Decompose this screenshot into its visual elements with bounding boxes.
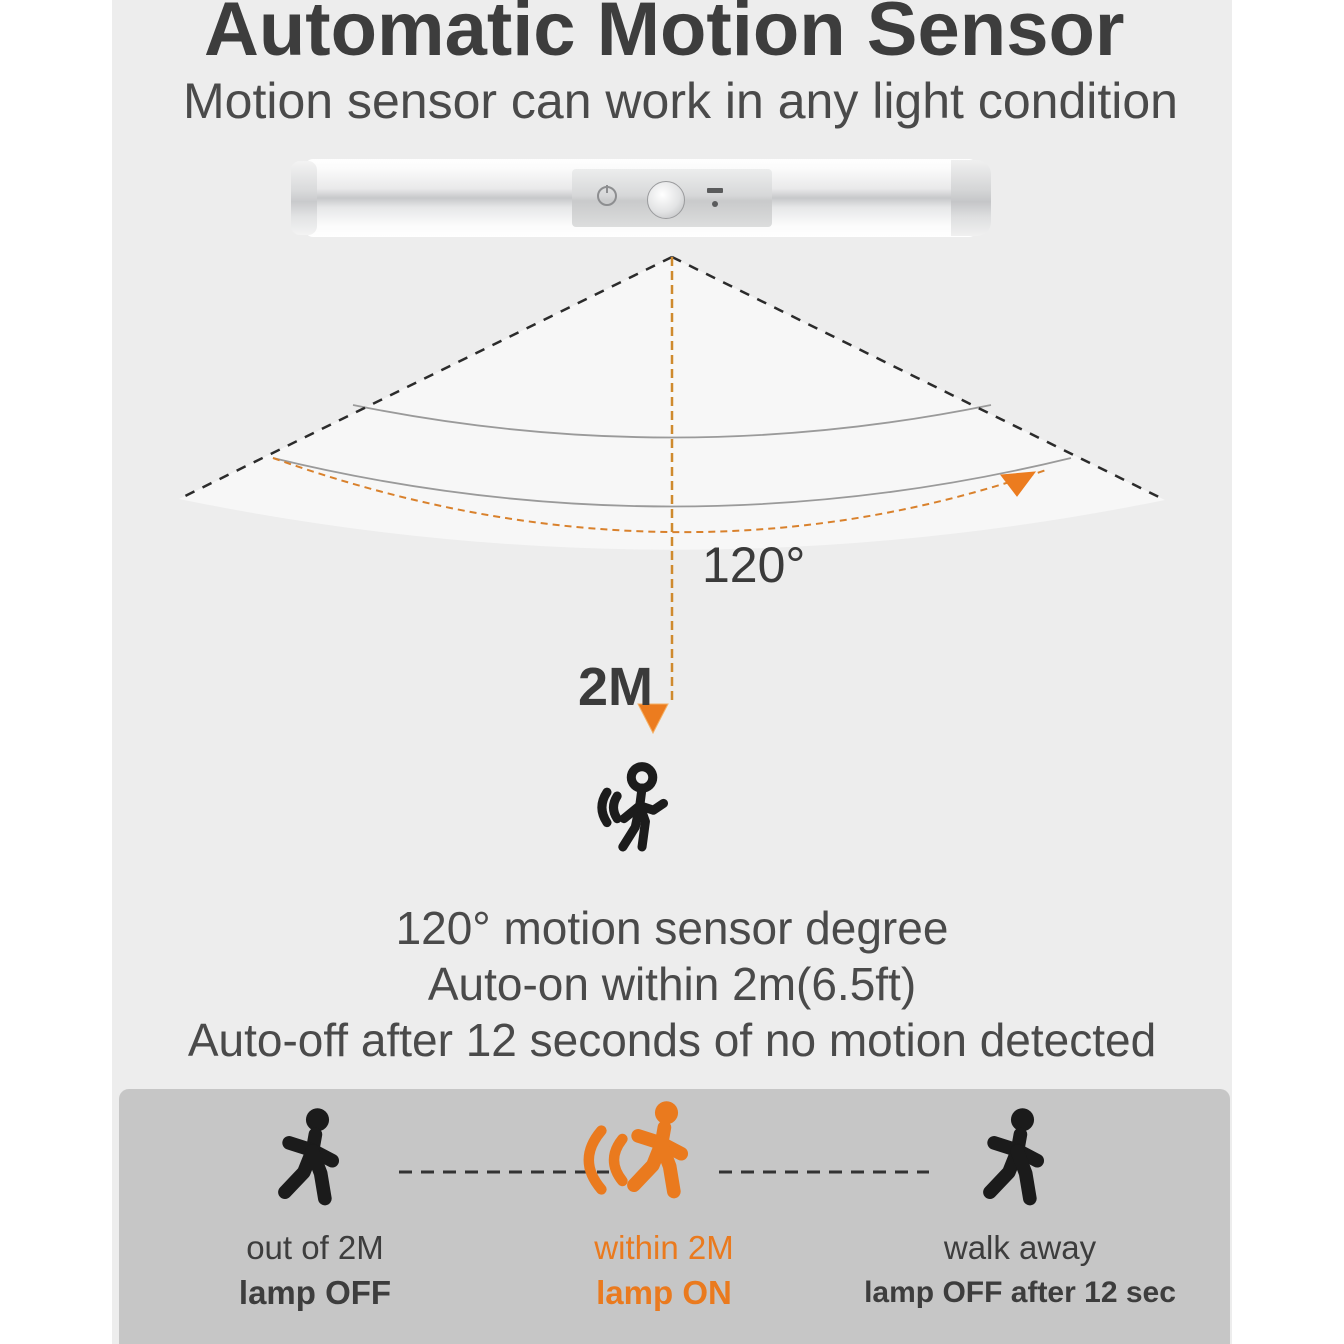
svg-text:2M: 2M (578, 657, 653, 717)
svg-text:120°: 120° (702, 537, 805, 593)
